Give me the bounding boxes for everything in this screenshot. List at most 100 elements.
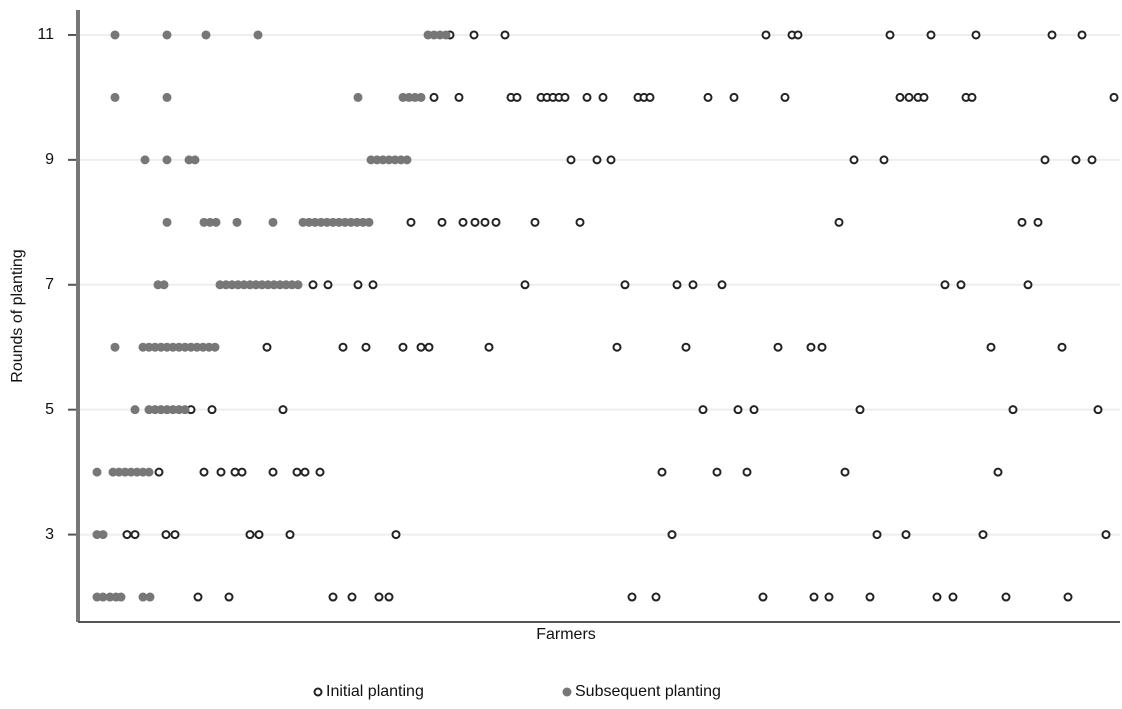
point	[1017, 217, 1027, 227]
point	[98, 530, 108, 540]
point	[338, 342, 348, 352]
point	[712, 467, 722, 477]
point	[582, 92, 592, 102]
point	[130, 530, 140, 540]
point	[308, 280, 318, 290]
point	[429, 92, 439, 102]
point	[402, 155, 412, 165]
point	[368, 280, 378, 290]
point	[698, 405, 708, 415]
point	[480, 217, 490, 227]
point	[793, 30, 803, 40]
point	[606, 155, 616, 165]
point	[353, 280, 363, 290]
point	[809, 592, 819, 602]
point	[512, 92, 522, 102]
point	[162, 92, 172, 102]
point	[293, 280, 303, 290]
point	[416, 342, 426, 352]
point	[1040, 155, 1050, 165]
point	[210, 342, 220, 352]
point	[840, 467, 850, 477]
point	[406, 217, 416, 227]
point	[1063, 592, 1073, 602]
y-tick-label: 3	[45, 526, 54, 543]
point	[1093, 405, 1103, 415]
point	[865, 592, 875, 602]
point	[424, 342, 434, 352]
point	[328, 592, 338, 602]
point	[780, 92, 790, 102]
point	[232, 217, 242, 227]
point	[469, 30, 479, 40]
point	[575, 217, 585, 227]
point	[253, 30, 263, 40]
point	[170, 530, 180, 540]
point	[967, 92, 977, 102]
point	[162, 217, 172, 227]
point	[470, 217, 480, 227]
point	[742, 467, 752, 477]
y-axis-label: Rounds of planting	[9, 249, 26, 382]
point	[254, 530, 264, 540]
point	[300, 467, 310, 477]
point	[627, 592, 637, 602]
point	[454, 92, 464, 102]
point	[144, 467, 154, 477]
point	[895, 92, 905, 102]
point	[162, 30, 172, 40]
point	[598, 92, 608, 102]
point	[1101, 530, 1111, 540]
point	[1077, 30, 1087, 40]
point	[806, 342, 816, 352]
point	[207, 405, 217, 415]
point	[364, 217, 374, 227]
point	[1001, 592, 1011, 602]
point	[110, 92, 120, 102]
y-tick-label: 9	[45, 151, 54, 168]
point	[986, 342, 996, 352]
point	[1008, 405, 1018, 415]
point	[161, 530, 171, 540]
point	[347, 592, 357, 602]
point	[872, 530, 882, 540]
point	[285, 530, 295, 540]
point	[278, 405, 288, 415]
point	[520, 280, 530, 290]
point	[749, 405, 759, 415]
point	[268, 217, 278, 227]
point	[885, 30, 895, 40]
point	[971, 30, 981, 40]
point	[193, 592, 203, 602]
point	[1023, 280, 1033, 290]
point	[292, 467, 302, 477]
point	[688, 280, 698, 290]
legend-marker	[562, 687, 572, 697]
point	[592, 155, 602, 165]
point	[162, 155, 172, 165]
point	[122, 530, 132, 540]
point	[361, 342, 371, 352]
point	[657, 467, 667, 477]
point	[703, 92, 713, 102]
point	[491, 217, 501, 227]
point	[374, 592, 384, 602]
point	[932, 592, 942, 602]
point	[926, 30, 936, 40]
point	[140, 155, 150, 165]
y-tick-label: 11	[37, 26, 54, 43]
point	[110, 30, 120, 40]
y-tick-label: 7	[45, 276, 54, 293]
point	[758, 592, 768, 602]
point	[216, 467, 226, 477]
point	[199, 467, 209, 477]
point	[956, 280, 966, 290]
point	[993, 467, 1003, 477]
point	[353, 92, 363, 102]
x-axis-label: Farmers	[536, 626, 596, 643]
point	[398, 342, 408, 352]
point	[855, 405, 865, 415]
point	[323, 280, 333, 290]
point	[268, 467, 278, 477]
